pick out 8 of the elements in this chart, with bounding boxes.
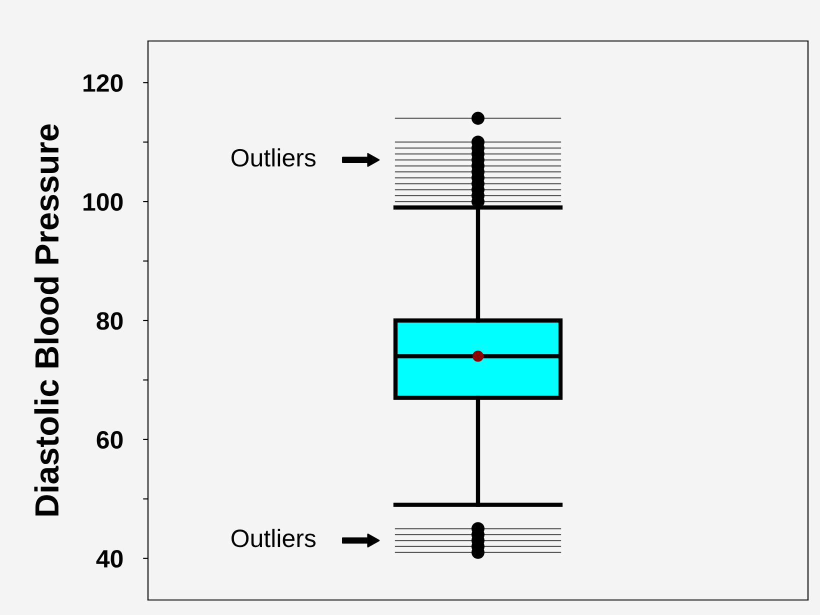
y-tick-label: 100	[84, 193, 123, 211]
y-tick-label: 60	[96, 431, 123, 449]
y-tick-label: 80	[96, 312, 123, 330]
annotation: Outliers	[232, 148, 316, 167]
y-tick-label: 120	[84, 74, 123, 92]
y-tick-label: 40	[96, 550, 123, 568]
annotation: Outliers	[232, 528, 316, 548]
y-axis-title: Diastolic Blood Pressure	[34, 124, 59, 516]
